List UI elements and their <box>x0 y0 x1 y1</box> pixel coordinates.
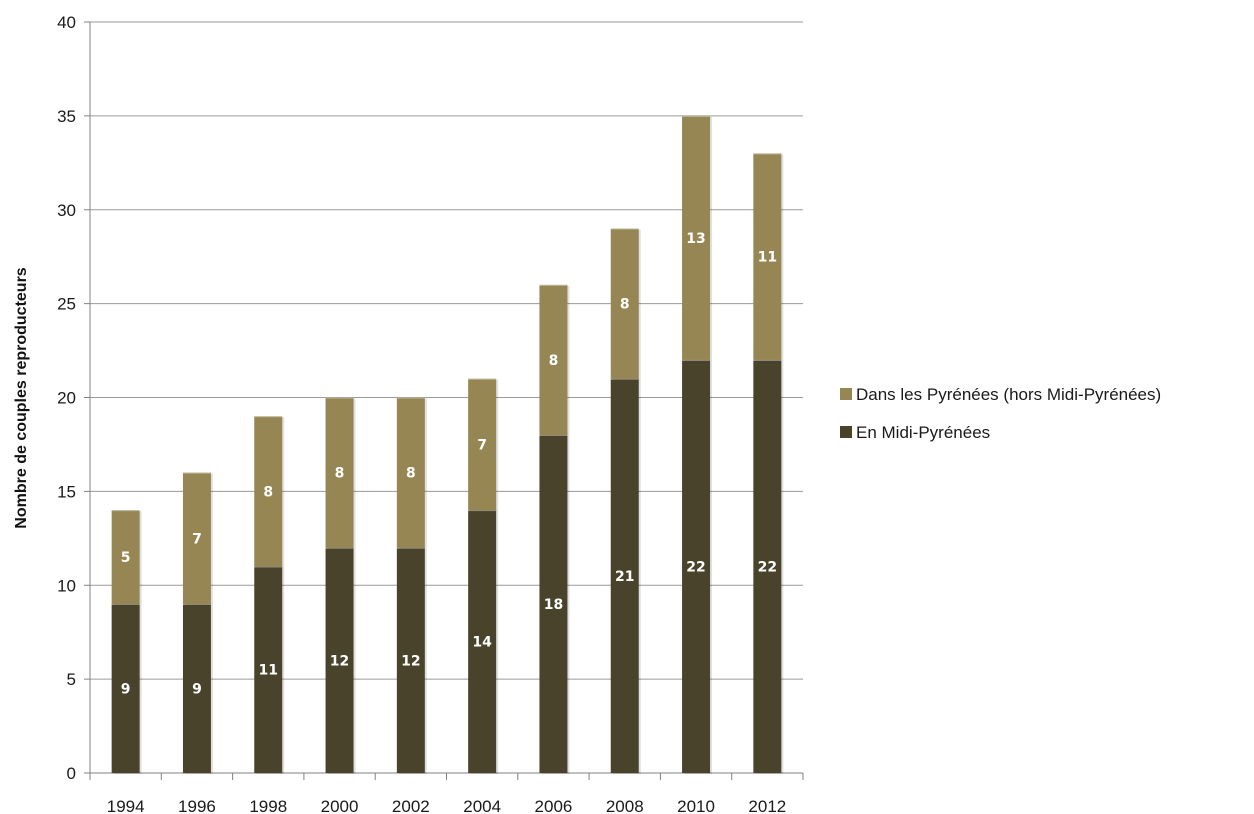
data-label: 12 <box>401 653 420 669</box>
legend-label: En Midi-Pyrénées <box>856 423 990 442</box>
data-label: 22 <box>758 559 777 575</box>
legend-swatch <box>840 426 852 438</box>
bar-segment <box>682 359 711 773</box>
legend: Dans les Pyrénées (hors Midi-Pyrénées) En… <box>840 385 1161 442</box>
bar-segment <box>111 510 140 605</box>
bar-segment <box>111 604 140 773</box>
x-tick-label: 2000 <box>321 797 359 814</box>
bar-segment <box>682 115 711 360</box>
y-tick-label: 5 <box>67 670 76 689</box>
data-label: 7 <box>192 531 202 547</box>
x-tick-label: 1994 <box>107 797 145 814</box>
bar-segment <box>396 547 425 773</box>
bar-segment <box>753 359 782 773</box>
x-tick-label: 2004 <box>463 797 501 814</box>
y-tick-label: 40 <box>57 13 76 32</box>
data-label: 8 <box>549 353 559 369</box>
data-label: 8 <box>263 484 273 500</box>
y-tick-label: 0 <box>67 764 76 783</box>
x-tick-label: 2008 <box>606 797 644 814</box>
data-label: 12 <box>330 653 349 669</box>
data-label: 11 <box>259 663 278 679</box>
bar-segment <box>182 472 211 605</box>
bar-segment <box>468 510 497 773</box>
data-label: 13 <box>686 231 705 247</box>
data-label: 11 <box>758 250 777 266</box>
y-tick-label: 15 <box>57 482 76 501</box>
data-label: 5 <box>121 550 131 566</box>
bars: 9 5 9 7 11 8 12 8 12 8 14 7 18 8 21 8 22 13 22 11 <box>111 115 784 774</box>
data-label: 8 <box>406 466 416 482</box>
x-tick-label: 2002 <box>392 797 430 814</box>
data-label: 8 <box>335 466 345 482</box>
legend-label: Dans les Pyrénées (hors Midi-Pyrénées) <box>856 385 1161 404</box>
bar-segment <box>325 397 354 548</box>
x-axis: 1994 1996 1998 2000 2002 2004 2006 2008 2010 2012 <box>89 772 804 814</box>
y-axis-title: Nombre de couples reproducteurs <box>13 267 30 528</box>
data-label: 8 <box>620 297 630 313</box>
x-tick-label: 1998 <box>249 797 287 814</box>
data-label: 22 <box>686 559 705 575</box>
bar-segment <box>325 547 354 773</box>
data-label: 18 <box>544 597 563 613</box>
bar-segment <box>610 378 639 773</box>
y-tick-label: 10 <box>57 576 76 595</box>
y-tick-label: 20 <box>57 389 76 408</box>
y-tick-label: 35 <box>57 107 76 126</box>
legend-swatch <box>840 388 852 400</box>
x-tick-label: 2006 <box>535 797 573 814</box>
bar-segment <box>254 566 283 773</box>
data-label: 9 <box>192 682 202 698</box>
y-axis: 0 5 10 15 20 25 30 35 40 <box>57 13 91 783</box>
bar-segment <box>254 416 283 567</box>
x-tick-label: 2010 <box>677 797 715 814</box>
data-label: 14 <box>472 635 492 651</box>
bar-segment <box>539 435 568 773</box>
y-tick-label: 25 <box>57 295 76 314</box>
bar-segment <box>182 604 211 773</box>
data-label: 7 <box>477 437 487 453</box>
y-tick-label: 30 <box>57 201 76 220</box>
bar-segment <box>468 378 497 511</box>
data-label: 9 <box>121 682 131 698</box>
bar-segment <box>610 228 639 379</box>
data-label: 21 <box>615 569 634 585</box>
x-tick-label: 1996 <box>178 797 216 814</box>
bar-segment <box>396 397 425 548</box>
x-tick-label: 2012 <box>748 797 786 814</box>
bar-segment <box>753 153 782 360</box>
bar-segment <box>539 284 568 436</box>
